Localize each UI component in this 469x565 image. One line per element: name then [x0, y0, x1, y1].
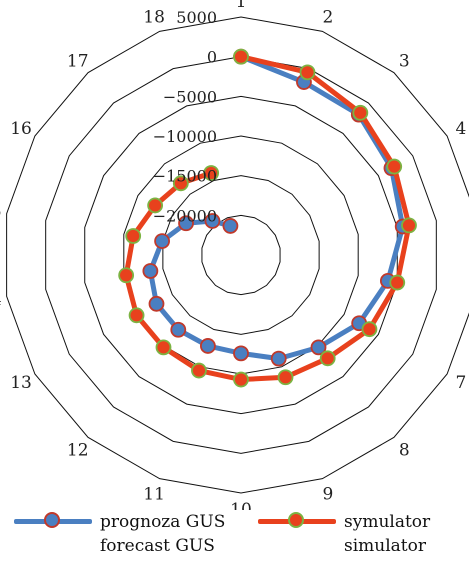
grid-ring	[201, 214, 281, 296]
data-point	[270, 350, 287, 367]
category-label: 1	[236, 0, 247, 12]
data-point	[170, 321, 187, 338]
category-label: 7	[456, 373, 467, 393]
category-label: 18	[143, 7, 165, 27]
category-label: 17	[67, 51, 89, 71]
radar-grid	[6, 16, 469, 494]
legend-label-series-2: symulator	[344, 512, 431, 532]
data-point	[352, 104, 369, 121]
category-label: 12	[67, 441, 89, 461]
category-label: 11	[143, 485, 165, 505]
legend-item-series-2: symulator simulator	[258, 510, 430, 558]
grid-ring	[84, 95, 398, 415]
grid-ring	[45, 56, 437, 454]
data-point	[299, 64, 316, 81]
legend: prognoza GUS forecast GUS symulator simu…	[0, 510, 469, 565]
data-point	[155, 339, 172, 356]
data-point	[125, 228, 142, 244]
legend-label-series-1-line2: forecast GUS	[100, 536, 215, 556]
series-2	[118, 48, 417, 388]
grid-ring	[162, 175, 320, 335]
data-point	[148, 295, 165, 312]
data-point	[222, 218, 239, 234]
category-label: 13	[10, 373, 32, 393]
radial-tick-label: −10000	[153, 127, 217, 146]
category-label: 4	[456, 119, 467, 139]
series-layer	[118, 48, 417, 388]
data-point	[233, 345, 249, 362]
data-point	[401, 217, 417, 234]
data-point	[389, 274, 406, 291]
grid-ring	[6, 16, 469, 494]
legend-label-series-2-line2: simulator	[344, 536, 426, 556]
category-label: 14	[0, 290, 2, 310]
data-point	[142, 263, 159, 279]
data-point	[199, 338, 216, 354]
data-point	[361, 321, 378, 338]
data-point	[319, 350, 336, 367]
data-point	[147, 197, 164, 214]
legend-swatch-series-1	[14, 510, 92, 532]
legend-item-series-1: prognoza GUS forecast GUS	[14, 510, 225, 558]
data-point	[203, 165, 220, 181]
radial-tick-label: −20000	[153, 206, 217, 225]
data-point	[386, 158, 403, 175]
data-point	[204, 213, 221, 229]
data-point	[172, 175, 189, 192]
legend-swatch-series-2	[258, 510, 336, 532]
category-label: 9	[322, 485, 333, 505]
radial-tick-label: 5000	[176, 8, 217, 27]
data-point	[154, 233, 170, 249]
legend-label-series-1: prognoza GUS	[100, 512, 226, 532]
radial-tick-label: −5000	[163, 87, 217, 106]
labels-layer: 12345678910111213141516171850000−5000−10…	[0, 0, 467, 510]
category-label: 16	[10, 119, 32, 139]
radial-tick-label: 0	[207, 48, 217, 67]
radar-chart: 12345678910111213141516171850000−5000−10…	[0, 0, 469, 510]
data-point	[118, 267, 135, 284]
category-label: 3	[399, 51, 410, 71]
data-point	[310, 339, 327, 356]
data-point	[128, 307, 145, 324]
data-point	[233, 371, 249, 388]
data-point	[178, 215, 194, 232]
radial-tick-label: −15000	[153, 167, 217, 186]
data-point	[277, 369, 294, 386]
category-label: 8	[399, 441, 410, 461]
data-point	[191, 362, 207, 379]
data-point	[233, 48, 249, 65]
category-label: 2	[322, 7, 333, 27]
category-label: 15	[0, 202, 2, 222]
category-label: 10	[230, 500, 252, 510]
